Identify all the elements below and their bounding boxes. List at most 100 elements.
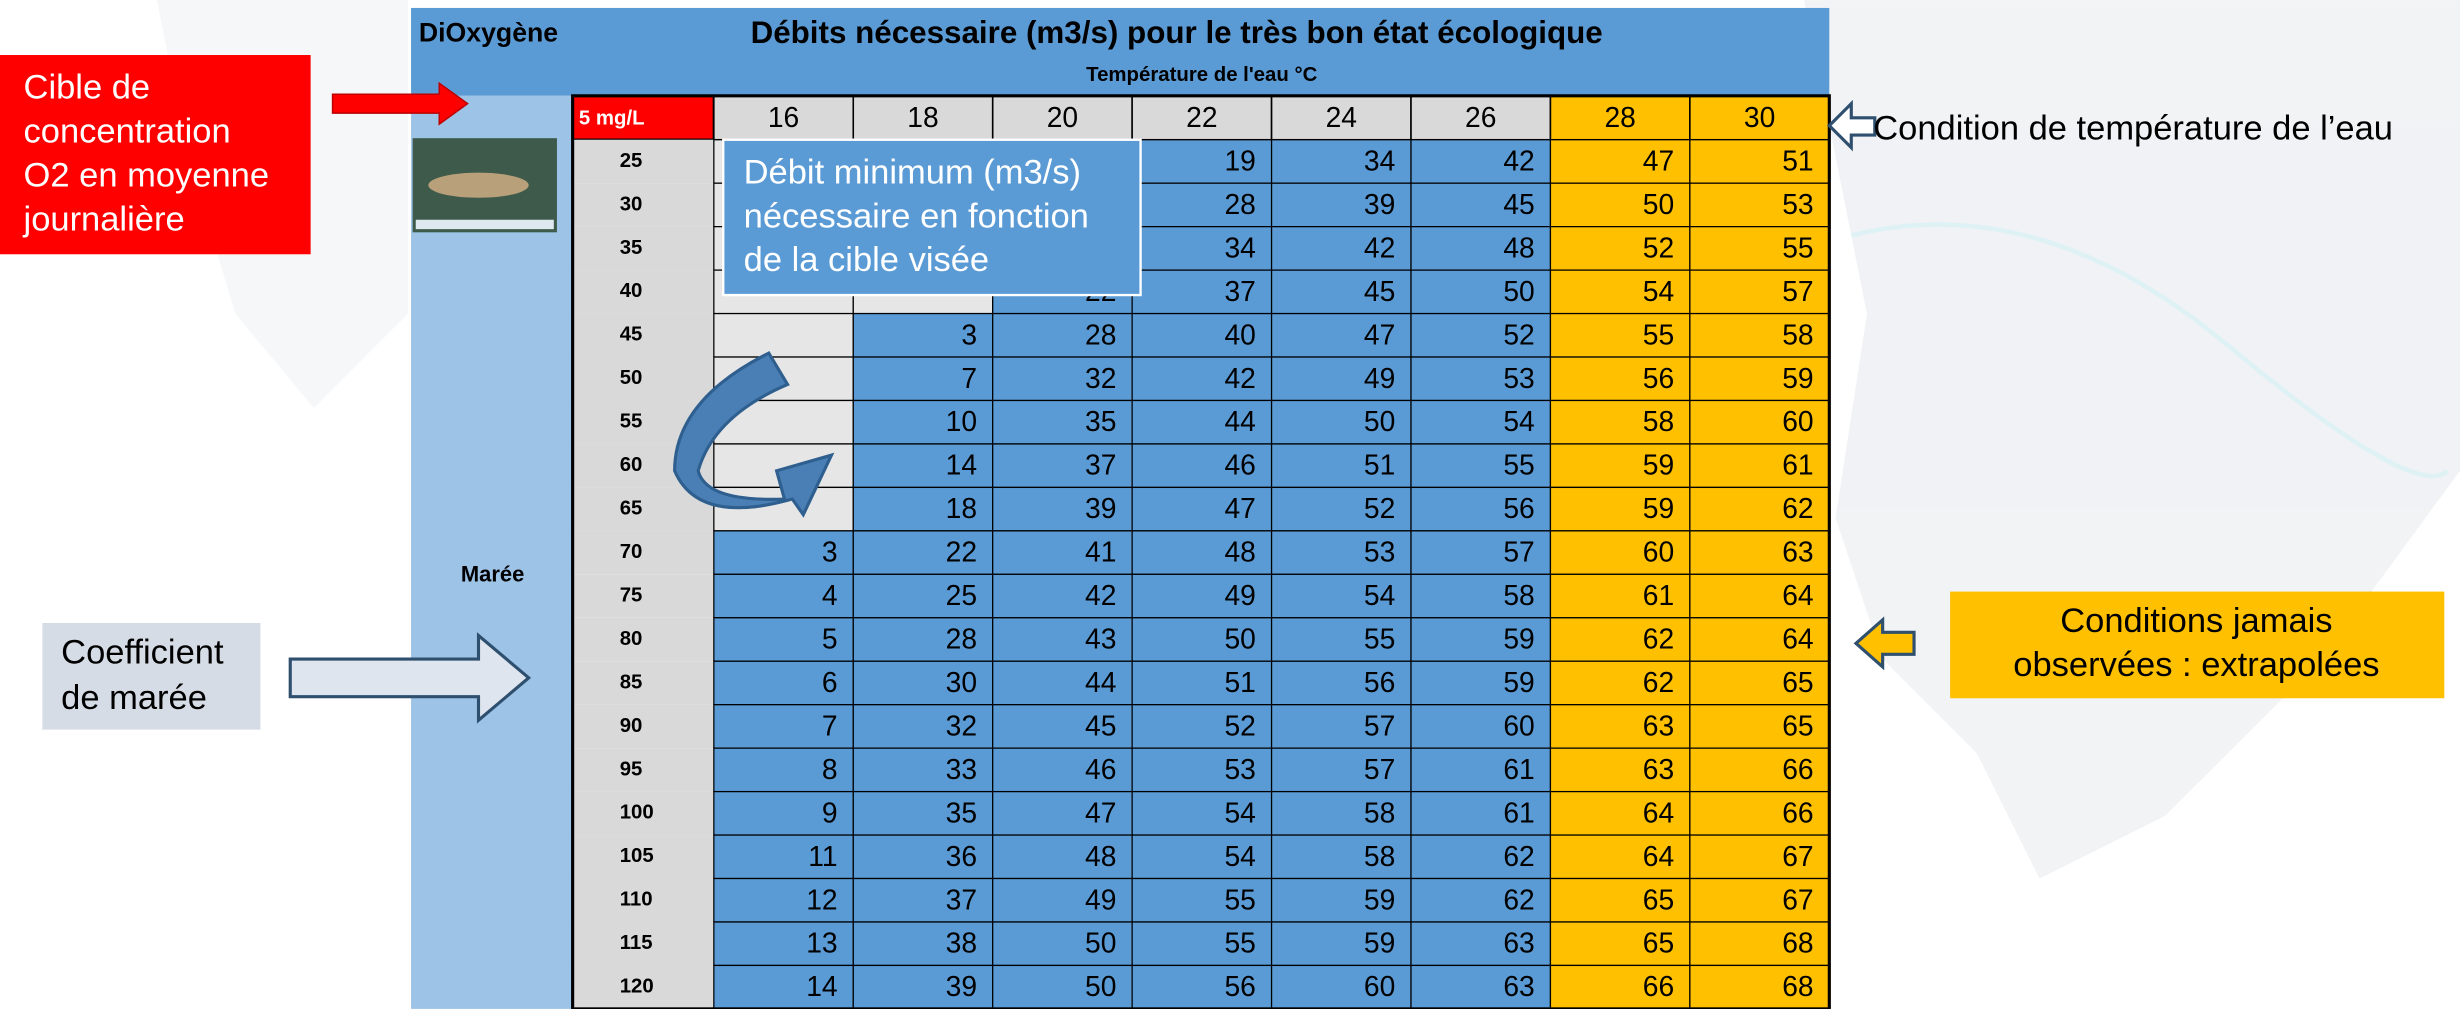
row-label: 115 <box>620 932 653 954</box>
cell-value: 50 <box>1085 970 1116 1002</box>
cell-value: 39 <box>946 970 977 1002</box>
cell-value: 22 <box>946 536 977 568</box>
cell <box>1689 312 1830 358</box>
cell <box>1689 486 1830 532</box>
cell <box>1410 747 1552 793</box>
cell <box>1549 269 1691 315</box>
cell <box>1549 834 1691 880</box>
extrapolated-text: observées : extrapolées <box>2013 646 2379 684</box>
cell-value: 53 <box>1503 362 1534 394</box>
cell <box>1131 964 1273 1009</box>
cell-value: 42 <box>1503 144 1534 176</box>
side-label: Marée <box>461 562 524 587</box>
row-label: 60 <box>620 454 643 476</box>
cell <box>1410 139 1552 184</box>
cell-value: 35 <box>1085 405 1116 437</box>
row-label: 120 <box>620 976 654 998</box>
cell-value: 53 <box>1782 188 1813 220</box>
cell <box>1410 226 1552 271</box>
cell <box>1689 269 1830 315</box>
cell-value: 38 <box>946 927 977 959</box>
cell-value: 59 <box>1643 492 1674 524</box>
cell <box>1689 617 1830 662</box>
cell-value: 59 <box>1364 927 1395 959</box>
cell <box>852 617 994 662</box>
cell-value: 62 <box>1503 840 1534 872</box>
cell-value: 59 <box>1503 623 1534 655</box>
cell <box>713 964 854 1009</box>
row-header <box>572 357 714 401</box>
cell-value: 28 <box>1085 318 1116 350</box>
cell-value: 56 <box>1643 362 1674 394</box>
cell <box>1549 964 1691 1009</box>
cell-value: 34 <box>1224 231 1255 263</box>
cell-value: 55 <box>1643 318 1674 350</box>
cell-value: 49 <box>1085 883 1116 915</box>
cell-value: 3 <box>822 536 838 568</box>
row-label: 50 <box>620 367 643 389</box>
cell-value: 45 <box>1085 709 1116 741</box>
cell-value: 43 <box>1085 623 1116 655</box>
cell <box>1410 877 1552 923</box>
cell-value: 5 <box>822 623 838 655</box>
cell-value: 50 <box>1224 623 1255 655</box>
cell <box>1270 399 1412 445</box>
cell <box>1689 704 1830 749</box>
tide-text: de marée <box>61 679 207 717</box>
cell <box>852 573 994 619</box>
cell-value: 64 <box>1782 623 1813 655</box>
cell-value: 46 <box>1085 753 1116 785</box>
cell-value: 62 <box>1503 883 1534 915</box>
cell <box>852 660 994 706</box>
cell-value: 8 <box>822 753 838 785</box>
cell-value: 47 <box>1085 796 1116 828</box>
cell <box>852 964 994 1009</box>
row-header <box>572 574 714 618</box>
cell-value: 63 <box>1643 709 1674 741</box>
cell <box>1549 747 1691 793</box>
cell-value: 48 <box>1503 231 1534 263</box>
cell-value: 50 <box>1364 405 1395 437</box>
cell-value: 28 <box>1224 188 1255 220</box>
cell-value: 57 <box>1364 753 1395 785</box>
cell <box>992 921 1133 967</box>
cell-value: 42 <box>1364 231 1395 263</box>
cell-value: 59 <box>1643 449 1674 481</box>
cell-value: 13 <box>806 927 837 959</box>
fish-thumbnail <box>412 138 557 233</box>
orange-arrow <box>1853 616 1916 671</box>
cell-value: 49 <box>1364 362 1395 394</box>
cell <box>1410 443 1552 489</box>
cell-value: 50 <box>1643 188 1674 220</box>
cell-value: 52 <box>1224 709 1255 741</box>
cell <box>1689 790 1830 836</box>
cell-value: 39 <box>1364 188 1395 220</box>
cell-value: 66 <box>1782 753 1813 785</box>
cell-value: 66 <box>1643 970 1674 1002</box>
cell <box>1410 269 1552 315</box>
white-arrow <box>1827 99 1877 152</box>
cell-value: 60 <box>1364 970 1395 1002</box>
cell-value: 63 <box>1782 536 1813 568</box>
cell-value: 61 <box>1503 796 1534 828</box>
cell-value: 61 <box>1782 449 1813 481</box>
cell-value: 58 <box>1643 405 1674 437</box>
cell <box>852 877 994 923</box>
cell <box>852 704 994 749</box>
row-label: 55 <box>620 411 643 433</box>
cell-value: 64 <box>1782 579 1813 611</box>
cell-value: 39 <box>1085 492 1116 524</box>
cell-value: 14 <box>946 449 977 481</box>
cell <box>1689 747 1830 793</box>
row-header <box>572 313 714 358</box>
cell-value: 63 <box>1503 970 1534 1002</box>
cell <box>1689 921 1830 967</box>
cell-value: 50 <box>1503 275 1534 307</box>
cell <box>1410 660 1552 706</box>
row-header <box>572 226 714 271</box>
target-text: Cible de <box>24 69 151 107</box>
cell <box>1689 443 1830 489</box>
row-label: 100 <box>620 802 654 824</box>
cell <box>1549 356 1691 402</box>
cell-value: 49 <box>1224 579 1255 611</box>
